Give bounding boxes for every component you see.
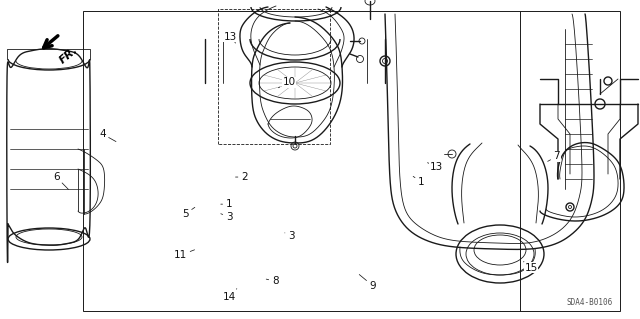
Text: 11: 11 bbox=[174, 250, 195, 260]
Text: 7: 7 bbox=[548, 151, 560, 161]
Text: 6: 6 bbox=[53, 172, 68, 189]
Text: 13: 13 bbox=[428, 161, 443, 172]
Text: 1: 1 bbox=[413, 176, 424, 187]
Text: 2: 2 bbox=[236, 172, 248, 182]
Text: 8: 8 bbox=[266, 276, 278, 286]
Text: 3: 3 bbox=[221, 212, 232, 222]
Text: 9: 9 bbox=[359, 275, 376, 291]
Text: 14: 14 bbox=[223, 289, 237, 302]
Text: 3: 3 bbox=[285, 231, 294, 241]
Text: 13: 13 bbox=[224, 32, 237, 43]
Text: SDA4-B0106: SDA4-B0106 bbox=[567, 298, 613, 307]
Text: 5: 5 bbox=[182, 207, 195, 219]
Text: 10: 10 bbox=[278, 77, 296, 88]
Text: 15: 15 bbox=[524, 262, 538, 273]
Text: 1: 1 bbox=[221, 199, 232, 209]
Text: 4: 4 bbox=[99, 129, 116, 142]
Text: FR.: FR. bbox=[57, 44, 79, 65]
